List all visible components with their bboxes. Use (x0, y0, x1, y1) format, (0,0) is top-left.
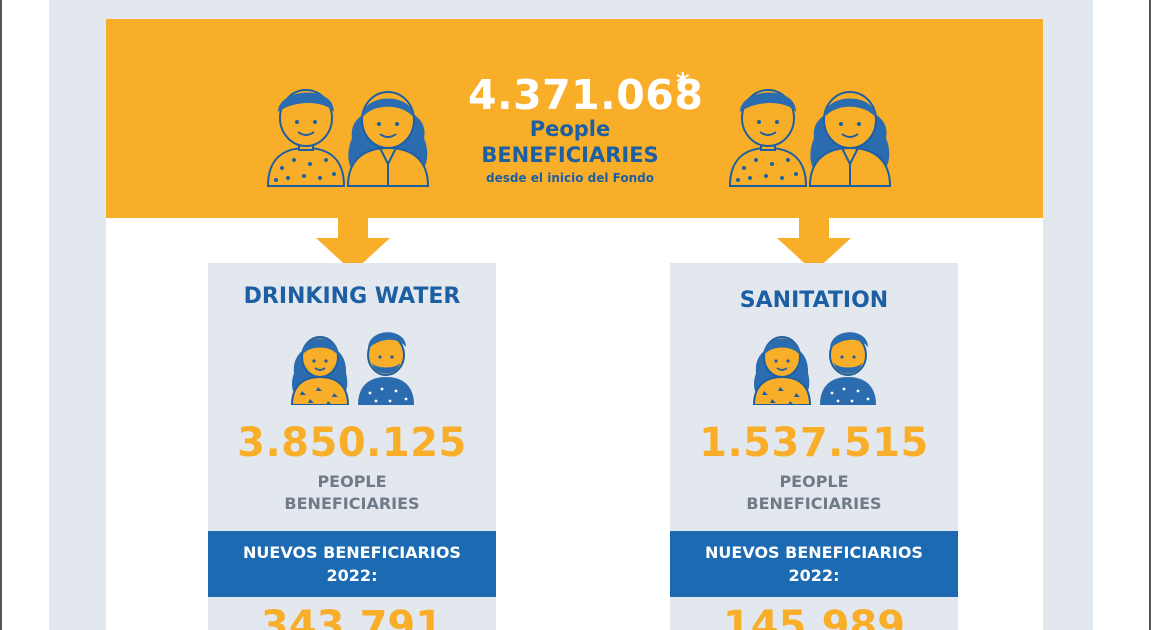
card-title: DRINKING WATER (243, 284, 461, 309)
card-title: SANITATION (739, 288, 889, 313)
drinking-water-card: DRINKING WATER 3.850.125 PEOPLE BENEFICI… (208, 263, 496, 630)
new-beneficiaries-year: 2022: (326, 566, 378, 585)
new-beneficiaries-number: 145.989 (722, 603, 906, 630)
woman-man-icon (752, 332, 876, 405)
footnote-asterisk: * (676, 68, 690, 98)
new-beneficiaries-label: NUEVOS BENEFICIARIOS 2022: (208, 541, 496, 587)
card-total-number: 3.850.125 (237, 420, 467, 466)
sanitation-card: SANITATION 1.537.515 PEOPLE BENEFICIARIE… (670, 263, 958, 630)
new-beneficiaries-title: NUEVOS BENEFICIARIOS (243, 543, 461, 562)
woman-man-icon (290, 332, 414, 405)
card-total-number: 1.537.515 (699, 420, 929, 466)
new-beneficiaries-title: NUEVOS BENEFICIARIOS (705, 543, 923, 562)
new-beneficiaries-banner: NUEVOS BENEFICIARIOS 2022: (208, 531, 496, 597)
boy-girl-icon (728, 89, 892, 187)
new-beneficiaries-year: 2022: (788, 566, 840, 585)
total-beneficiaries-number: 4.371.068 (468, 71, 704, 119)
card-label-beneficiaries: BENEFICIARIES (284, 494, 420, 513)
new-beneficiaries-number: 343.791 (260, 603, 444, 630)
banner-beneficiaries-label: BENEFICIARIES (481, 143, 659, 167)
new-beneficiaries-banner: NUEVOS BENEFICIARIOS 2022: (670, 531, 958, 597)
card-label-beneficiaries: BENEFICIARIES (746, 494, 882, 513)
card-label-people: PEOPLE (317, 472, 387, 491)
down-arrow-icon (316, 218, 390, 272)
banner-people-label: People (529, 117, 611, 141)
banner-subtitle: desde el inicio del Fondo (486, 171, 654, 185)
down-arrow-icon (777, 218, 851, 272)
new-beneficiaries-label: NUEVOS BENEFICIARIOS 2022: (670, 541, 958, 587)
card-label-people: PEOPLE (779, 472, 849, 491)
boy-girl-icon (266, 89, 430, 187)
